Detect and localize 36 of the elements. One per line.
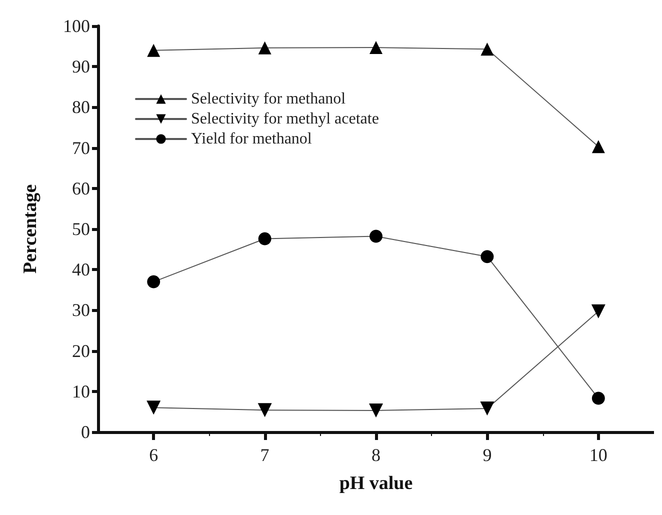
- x-tick-label: 8: [372, 445, 380, 465]
- y-tick-label: 90: [72, 56, 90, 77]
- y-tick-label: 60: [72, 178, 90, 198]
- y-tick-label: 50: [72, 219, 90, 239]
- legend-label: Yield for methanol: [191, 130, 312, 148]
- point: [591, 304, 606, 318]
- x-tick-label: 7: [260, 445, 270, 465]
- point: [480, 250, 494, 264]
- y-tick-label: 80: [72, 97, 90, 118]
- y-axis-title: Percentage: [20, 184, 41, 274]
- point: [592, 140, 605, 154]
- point: [480, 401, 494, 416]
- point: [258, 232, 272, 246]
- point: [146, 400, 161, 415]
- point: [369, 403, 383, 418]
- y-tick-label: 70: [72, 138, 90, 158]
- y-tick-label: 40: [72, 260, 90, 280]
- point: [370, 230, 382, 243]
- x-tick-label: 9: [482, 445, 492, 465]
- point: [258, 403, 272, 418]
- x-axis-title: pH value: [339, 473, 413, 494]
- y-tick-label: 30: [72, 300, 90, 320]
- point: [258, 41, 272, 54]
- y-tick-label: 10: [72, 381, 90, 402]
- legend-label: Selectivity for methyl acetate: [191, 110, 379, 128]
- y-tick-label: 0: [81, 422, 90, 442]
- point: [480, 42, 494, 56]
- y-tick-label: 100: [63, 16, 90, 36]
- point: [592, 392, 605, 405]
- point: [370, 41, 382, 54]
- x-tick-label: 6: [149, 445, 158, 465]
- x-tick-label: 10: [589, 445, 608, 465]
- point: [147, 275, 160, 288]
- y-tick-label: 20: [72, 340, 90, 361]
- legend-label: Selectivity for methanol: [191, 90, 346, 108]
- point: [147, 44, 160, 57]
